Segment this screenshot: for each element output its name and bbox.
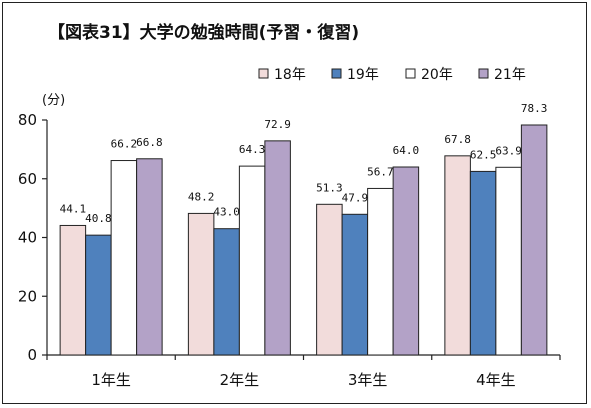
data-label: 78.3	[521, 102, 548, 115]
data-label: 66.8	[136, 136, 163, 149]
bar	[469, 170, 497, 356]
y-tick-label: 0	[27, 346, 37, 364]
x-tick-label: 2年生	[220, 371, 260, 389]
bar	[187, 212, 215, 356]
data-labels: 44.1 48.2 51.3 67.8 40.8 43.0 47.9 62.5 66.2 64.3…	[60, 102, 548, 225]
data-label: 43.0	[213, 206, 240, 219]
legend-swatch	[405, 68, 416, 79]
data-label: 64.0	[393, 144, 420, 157]
data-label: 67.8	[444, 133, 471, 146]
y-tick-label: 60	[18, 170, 37, 188]
x-tick-label: 4年生	[476, 371, 516, 389]
bar	[213, 228, 240, 356]
legend-label: 19年	[347, 67, 379, 83]
x-axis: 1年生 2年生 3年生 4年生	[46, 354, 561, 389]
bar	[136, 158, 163, 356]
y-tick-label: 20	[18, 287, 37, 305]
data-label: 64.3	[239, 143, 266, 156]
y-unit-label: (分)	[42, 93, 65, 108]
bar	[264, 140, 291, 356]
data-label: 56.7	[367, 165, 394, 178]
data-label: 47.9	[342, 191, 369, 204]
legend-swatch	[478, 68, 489, 79]
data-label: 72.9	[264, 118, 291, 131]
chart-title: 【図表31】大学の勉強時間(予習・復習)	[48, 22, 359, 43]
bar	[392, 166, 420, 356]
legend-label: 20年	[421, 67, 453, 83]
y-tick-label: 40	[18, 229, 37, 247]
bar	[85, 234, 112, 356]
bar	[520, 124, 548, 356]
legend: 18年 19年 20年 21年	[258, 67, 526, 83]
bar	[341, 213, 369, 356]
bar	[238, 165, 266, 356]
bar	[110, 160, 138, 356]
bar	[444, 155, 471, 356]
x-tick-label: 3年生	[348, 371, 388, 389]
legend-label: 21年	[494, 67, 526, 83]
y-tick-label: 80	[18, 111, 37, 129]
bar	[316, 203, 343, 356]
x-tick-label: 1年生	[91, 371, 131, 389]
data-label: 66.2	[111, 138, 138, 151]
bar	[495, 166, 522, 356]
data-label: 44.1	[60, 202, 87, 215]
bars	[59, 124, 548, 356]
y-axis: 0 20 40 60 80	[18, 111, 48, 364]
data-label: 51.3	[316, 181, 343, 194]
legend-swatch	[331, 68, 342, 79]
data-label: 40.8	[85, 212, 112, 225]
data-label: 62.5	[470, 148, 497, 161]
legend-label: 18年	[274, 67, 306, 83]
data-label: 48.2	[188, 190, 215, 203]
legend-swatch	[258, 68, 269, 79]
data-label: 63.9	[495, 144, 522, 157]
bar	[367, 187, 394, 356]
bar	[59, 224, 87, 356]
